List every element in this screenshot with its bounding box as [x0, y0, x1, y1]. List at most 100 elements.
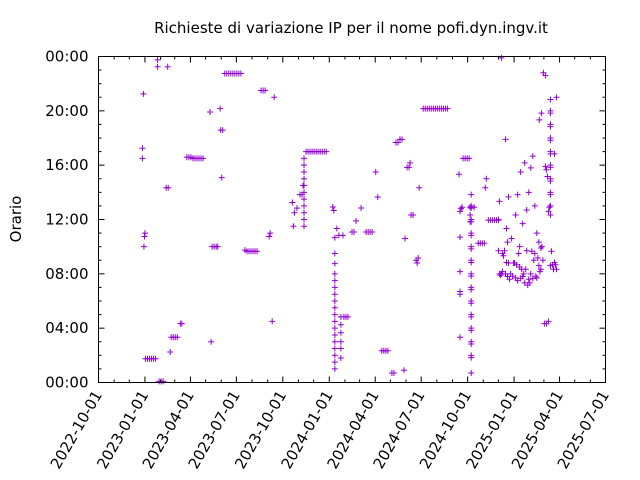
data-point [331, 304, 338, 311]
data-point [301, 223, 308, 230]
chart-title: Richieste di variazione IP per il nome p… [154, 19, 548, 37]
data-point [330, 207, 337, 214]
data-point [538, 243, 545, 250]
data-point [468, 243, 475, 250]
data-point [515, 250, 522, 257]
data-point [390, 369, 397, 376]
data-point [525, 189, 532, 196]
data-point [458, 205, 465, 212]
y-axis-label: Orario [7, 196, 25, 243]
data-point [394, 139, 401, 146]
data-point [218, 174, 225, 181]
data-point [553, 266, 560, 273]
data-point [331, 277, 338, 284]
data-point [482, 184, 489, 191]
data-point [329, 204, 336, 211]
data-point [506, 276, 513, 283]
y-tick-label: 20:00 [45, 102, 88, 120]
data-point [416, 184, 423, 191]
data-point [514, 191, 521, 198]
y-tick-label: 00:00 [45, 48, 88, 66]
data-point [301, 182, 308, 189]
data-point [301, 162, 308, 169]
data-point [337, 338, 344, 345]
data-point [301, 168, 308, 175]
data-point [174, 334, 181, 341]
data-point [254, 248, 261, 255]
data-point [337, 329, 344, 336]
data-point [301, 216, 308, 223]
data-point [547, 191, 554, 198]
data-point [160, 378, 167, 385]
data-point [553, 94, 560, 101]
data-point [466, 155, 473, 162]
data-point [468, 230, 475, 237]
data-point [351, 228, 358, 235]
data-point [415, 254, 422, 261]
data-point [468, 216, 475, 223]
data-point [533, 274, 540, 281]
data-point [551, 150, 558, 157]
data-point [301, 155, 308, 162]
data-point [331, 250, 338, 257]
data-point [519, 220, 526, 227]
data-point [547, 178, 554, 185]
data-point [266, 233, 273, 240]
data-point [140, 243, 147, 250]
data-point [538, 110, 545, 117]
data-point [513, 261, 520, 268]
data-point [398, 136, 405, 143]
data-point [499, 268, 506, 275]
data-point [468, 191, 475, 198]
data-point [267, 230, 274, 237]
data-point [301, 196, 308, 203]
data-point [293, 205, 300, 212]
data-point [207, 108, 214, 115]
data-point [331, 345, 338, 352]
data-point [141, 230, 148, 237]
data-point [353, 217, 360, 224]
data-point [537, 266, 544, 273]
y-tick-label: 04:00 [45, 319, 88, 337]
data-point [525, 276, 532, 283]
data-point [517, 168, 524, 175]
data-point [519, 273, 526, 280]
data-point [468, 284, 475, 291]
data-point [504, 239, 511, 246]
data-point [505, 259, 512, 266]
data-point [483, 175, 490, 182]
data-point [457, 334, 464, 341]
data-point [384, 347, 391, 354]
data-point [301, 202, 308, 209]
data-point [369, 228, 376, 235]
data-point [468, 270, 475, 277]
data-point [535, 239, 542, 246]
data-point [547, 211, 554, 218]
data-point [337, 345, 344, 352]
data-point [271, 94, 278, 101]
data-point [535, 262, 542, 269]
data-point [344, 313, 351, 320]
data-point [401, 367, 408, 374]
data-point [219, 127, 226, 134]
data-point [331, 260, 338, 267]
data-point [547, 137, 554, 144]
data-point [547, 164, 554, 171]
data-point [331, 318, 338, 325]
data-point [339, 232, 346, 239]
data-point [323, 148, 330, 155]
data-point [289, 199, 296, 206]
data-point [537, 245, 544, 252]
data-point [542, 163, 549, 170]
data-point [545, 208, 552, 215]
data-point [546, 204, 553, 211]
data-point [497, 272, 504, 279]
data-point [331, 352, 338, 359]
data-point [444, 105, 451, 112]
data-point [521, 279, 528, 286]
data-point [457, 208, 464, 215]
data-point [468, 325, 475, 332]
axis-ticks: 00:0004:0008:0012:0016:0020:0000:002022-… [45, 48, 613, 473]
y-tick-label: 16:00 [45, 156, 88, 174]
data-point [152, 355, 159, 362]
